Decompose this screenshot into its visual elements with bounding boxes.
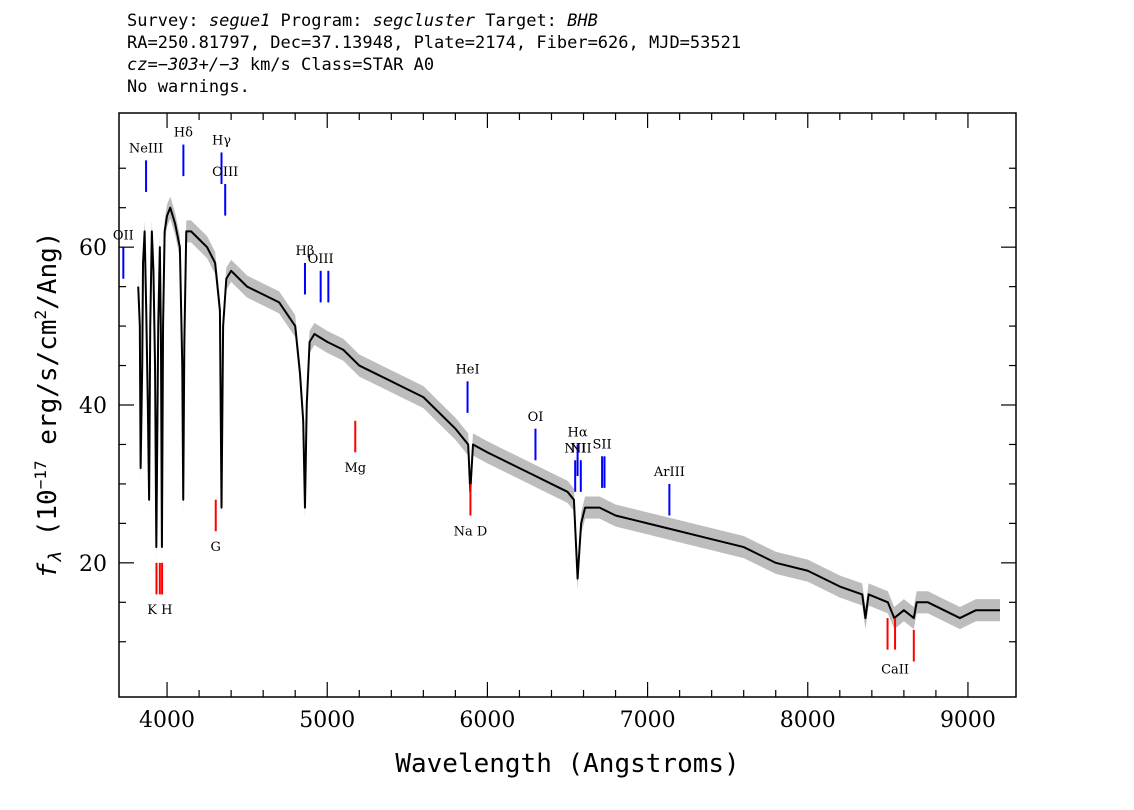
line-marker-label: OIII bbox=[212, 165, 238, 180]
header-line-coordinates: RA=250.81797, Dec=37.13948, Plate=2174, … bbox=[127, 33, 742, 53]
line-marker-label: NII bbox=[570, 441, 592, 456]
program-label: Program: bbox=[270, 11, 373, 31]
class-value: km/s Class=STAR A0 bbox=[239, 55, 435, 75]
line-marker-label: SII bbox=[593, 437, 612, 452]
y-tick-label: 40 bbox=[79, 394, 107, 419]
line-marker-label: Hβ bbox=[296, 244, 315, 259]
x-tick-label: 8000 bbox=[780, 708, 836, 733]
y-axis-title-lambda: λ bbox=[45, 552, 66, 563]
x-tick-label: 5000 bbox=[299, 708, 355, 733]
line-marker-label: Mg bbox=[344, 461, 366, 476]
x-tick-label: 6000 bbox=[459, 708, 515, 733]
y-tick-label: 20 bbox=[79, 552, 107, 577]
line-marker-label: ArIII bbox=[653, 465, 685, 480]
y-axis-title-exp2: 2 bbox=[31, 310, 50, 320]
y-axis-title-pre: (10 bbox=[33, 489, 63, 552]
y-tick-label: 60 bbox=[79, 236, 107, 261]
program-value: segcluster bbox=[372, 11, 476, 31]
x-tick-label: 4000 bbox=[139, 708, 195, 733]
flux-layer bbox=[137, 206, 1000, 620]
x-axis-title: Wavelength (Angstroms) bbox=[395, 749, 739, 779]
x-tick-labels: 4000 5000 6000 7000 8000 9000 bbox=[139, 708, 996, 733]
target-value: BHB bbox=[567, 11, 598, 31]
line-marker-label: OII bbox=[113, 228, 134, 243]
header-line-survey: Survey: segue1 Program: segcluster Targe… bbox=[127, 10, 741, 32]
survey-label: Survey: bbox=[127, 11, 209, 31]
y-axis-title-f: f bbox=[33, 562, 63, 578]
y-axis-title-mid: erg/s/cm bbox=[33, 320, 63, 461]
line-marker-label: K H bbox=[147, 603, 172, 618]
line-marker-label: OIII bbox=[308, 252, 334, 267]
line-marker-label: Hδ bbox=[174, 126, 193, 141]
y-axis-title-post: /Ang) bbox=[33, 232, 63, 310]
line-marker-label: NII bbox=[564, 441, 586, 456]
error-band-layer bbox=[138, 196, 1000, 630]
axis-ticks bbox=[119, 113, 1016, 697]
redshift-value: cz=−303+/−3 bbox=[127, 55, 240, 75]
line-marker-label: HeI bbox=[455, 362, 479, 377]
spectrum-header: Survey: segue1 Program: segcluster Targe… bbox=[127, 10, 741, 98]
line-marker-label: NeIII bbox=[129, 142, 163, 157]
line-marker-label: Hγ bbox=[212, 134, 231, 149]
line-marker-label: G bbox=[211, 540, 221, 555]
survey-value: segue1 bbox=[208, 11, 271, 31]
flux-error-band bbox=[138, 196, 1000, 630]
line-marker-label: OI bbox=[528, 410, 544, 425]
y-tick-labels: 20 40 60 bbox=[79, 236, 107, 577]
line-marker-label: CaII bbox=[881, 662, 909, 677]
x-tick-label: 9000 bbox=[940, 708, 996, 733]
y-axis-title: fλ (10−17 erg/s/cm2/Ang) bbox=[31, 232, 66, 579]
line-marker-label: Hα bbox=[568, 426, 588, 441]
target-label: Target: bbox=[475, 11, 568, 31]
x-tick-label: 7000 bbox=[620, 708, 676, 733]
flux-line bbox=[137, 206, 1000, 620]
y-axis-title-exp1: −17 bbox=[31, 460, 50, 489]
header-line-warnings: No warnings. bbox=[127, 77, 250, 97]
line-marker-label: Na D bbox=[454, 524, 488, 539]
header-line-redshift: cz=−303+/−3 km/s Class=STAR A0 bbox=[127, 54, 741, 76]
